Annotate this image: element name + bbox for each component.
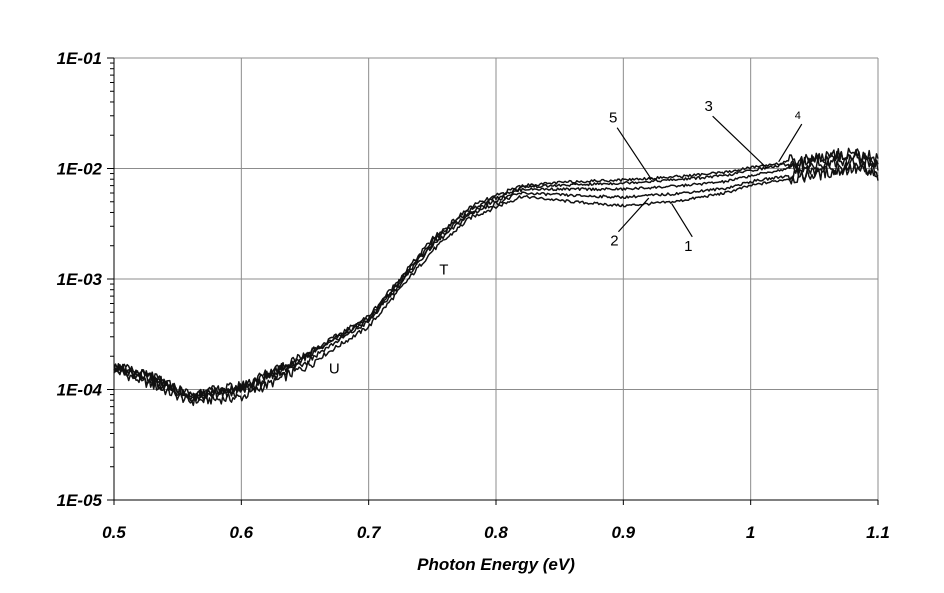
grid-lines xyxy=(114,57,879,500)
annotations: 5 3 4 2 1 T U xyxy=(329,98,803,377)
axes xyxy=(107,57,879,505)
annotation-leader-1 xyxy=(671,203,693,238)
x-tick-label-4: 0.9 xyxy=(612,523,636,542)
y-tick-label-4: 1E-01 xyxy=(57,49,102,68)
x-tick-label-6: 1.1 xyxy=(866,523,890,542)
x-tick-label-2: 0.7 xyxy=(357,523,382,542)
annotation-leader-3 xyxy=(712,115,768,169)
annotation-leader-5 xyxy=(616,127,652,180)
annotation-label-5: 5 xyxy=(609,110,617,127)
x-axis-label: Photon Energy (eV) xyxy=(417,555,575,574)
y-tick-label-0: 1E-05 xyxy=(57,491,103,510)
series-line-5 xyxy=(113,147,879,399)
x-tick-label-0: 0.5 xyxy=(102,523,126,542)
annotation-leader-4 xyxy=(778,123,803,163)
y-tick-label-1: 1E-04 xyxy=(57,381,103,400)
annotation-label-U: U xyxy=(329,360,340,377)
y-tick-label-2: 1E-03 xyxy=(57,270,103,289)
annotation-label-1: 1 xyxy=(684,238,692,255)
annotation-label-2: 2 xyxy=(610,233,618,250)
x-tick-label-5: 1 xyxy=(746,523,755,542)
x-tick-label-1: 0.6 xyxy=(230,523,254,542)
series-line-1 xyxy=(113,162,879,407)
series-group xyxy=(113,147,879,407)
annotation-leader-2 xyxy=(617,197,650,233)
annotation-label-T: T xyxy=(439,261,448,278)
tick-labels: 0.5 0.6 0.7 0.8 0.9 1 1.1 1E-05 1E-04 1E-03 1E-02 1… xyxy=(57,49,890,542)
annotation-label-4: 4 xyxy=(795,110,801,122)
x-tick-label-3: 0.8 xyxy=(484,523,508,542)
annotation-label-3: 3 xyxy=(704,98,712,115)
y-tick-label-3: 1E-02 xyxy=(57,160,103,179)
